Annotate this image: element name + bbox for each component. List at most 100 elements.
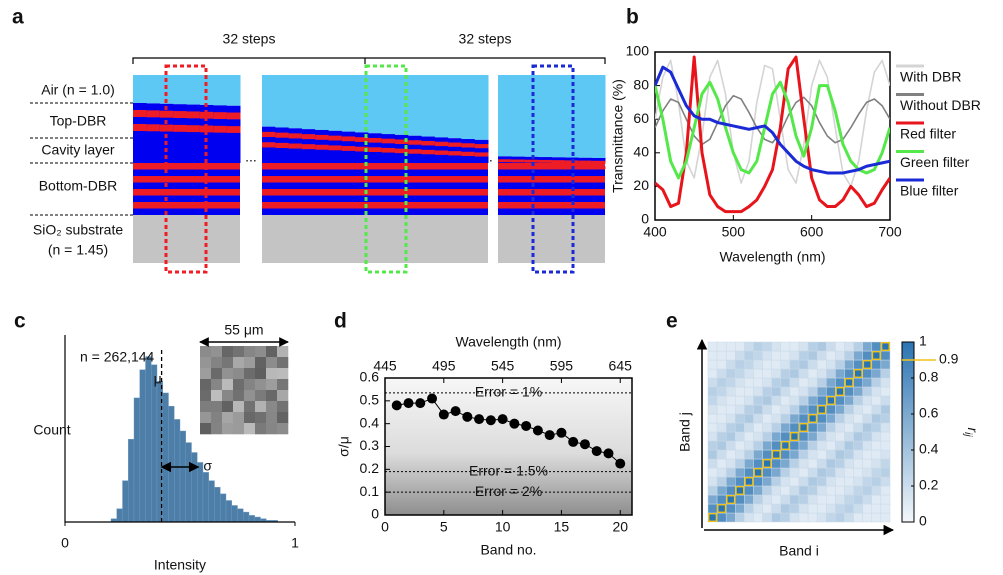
- heatmap-cell: [762, 440, 772, 451]
- heatmap-cell: [771, 485, 782, 496]
- heatmap-cell: [753, 422, 763, 433]
- heatmap-cell: [871, 512, 882, 523]
- inset-pixel: [266, 390, 278, 402]
- histogram-bar: [145, 356, 152, 523]
- dbr-layer: [275, 142, 290, 148]
- heatmap-cell: [798, 440, 809, 451]
- heatmap-cell: [844, 350, 854, 361]
- heatmap-cell: [816, 422, 827, 433]
- heatmap-cell: [725, 404, 736, 415]
- heatmap-cell: [744, 386, 754, 397]
- heatmap-cell: [716, 359, 727, 370]
- heatmap-cell: [798, 413, 809, 424]
- heatmap-cell: [744, 413, 754, 424]
- heatmap-cell: [807, 494, 818, 505]
- dbr-layer: [498, 182, 605, 189]
- histogram-bar: [185, 442, 192, 523]
- y-tick-label: 60: [633, 110, 649, 126]
- heatmap-cell: [735, 413, 745, 424]
- inset-pixel: [255, 357, 267, 369]
- heatmap-cell: [744, 422, 754, 433]
- dbr-layer: [186, 111, 201, 119]
- inset-pixel: [200, 368, 212, 380]
- heatmap-cell: [880, 512, 891, 523]
- heatmap-cell: [826, 386, 836, 397]
- air-layer: [538, 75, 552, 158]
- heatmap-cell: [798, 404, 809, 415]
- dbr-layer: [146, 110, 161, 118]
- heatmap-cell: [835, 512, 845, 523]
- heatmap-cell: [826, 503, 836, 514]
- heatmap-cell: [880, 503, 891, 514]
- y-tick-label: 0.3: [360, 437, 380, 453]
- heatmap-cell: [725, 422, 736, 433]
- heatmap-cell: [707, 494, 718, 505]
- point: [603, 448, 614, 459]
- heatmap-cell: [780, 386, 791, 397]
- heatmap-cell: [707, 458, 718, 469]
- heatmap-cell: [753, 449, 763, 460]
- colorbar-tick-label: 1: [919, 333, 927, 349]
- y-tick-label: 0.6: [360, 369, 380, 385]
- heatmap-cell: [707, 476, 718, 487]
- air-layer: [421, 75, 436, 137]
- heatmap-cell: [871, 449, 882, 460]
- bracket: [132, 57, 606, 64]
- panel-letter: e: [666, 310, 678, 333]
- heatmap-cell: [835, 431, 845, 442]
- heatmap-cell: [880, 350, 891, 361]
- heatmap-cell: [853, 377, 863, 388]
- histogram-bar: [197, 462, 204, 523]
- heatmap-cell: [789, 341, 800, 352]
- heatmap-cell: [844, 458, 854, 469]
- highlight-cell: [780, 441, 790, 451]
- reference-label: Error = 1.5%: [469, 462, 548, 478]
- substrate: [498, 215, 605, 263]
- point: [556, 427, 567, 438]
- heatmap-cell: [862, 395, 873, 406]
- air-layer: [381, 75, 396, 135]
- x-axis-label: Intensity: [154, 557, 206, 573]
- heatmap-cell: [853, 422, 863, 433]
- heatmap-cell: [762, 467, 772, 478]
- heatmap-cell: [707, 395, 718, 406]
- heatmap-cell: [789, 350, 800, 361]
- dbr-layer: [434, 150, 449, 155]
- heatmap-cell: [844, 512, 854, 523]
- heatmap-cell: [780, 467, 791, 478]
- heatmap-cell: [816, 485, 827, 496]
- heatmap-cell: [789, 386, 800, 397]
- heatmap-cell: [725, 503, 736, 514]
- colorbar-tick-label: 0.2: [919, 477, 939, 493]
- panel-letter: a: [12, 6, 24, 29]
- heatmap-cell: [735, 512, 745, 523]
- heatmap-cell: [789, 458, 800, 469]
- heatmap-cell: [807, 422, 818, 433]
- y-tick-label: 0: [371, 506, 379, 522]
- heatmap-cell: [798, 494, 809, 505]
- filter-box: [364, 64, 408, 274]
- heatmap-cell: [807, 395, 818, 406]
- heatmap-cell: [816, 476, 827, 487]
- heatmap-cell: [807, 377, 818, 388]
- heatmap-cell: [826, 350, 836, 361]
- heatmap-cell: [862, 476, 873, 487]
- dbr-layer: [421, 149, 436, 155]
- panel-letter: d: [334, 310, 347, 333]
- dbr-layer: [199, 111, 214, 119]
- heatmap-cell: [844, 485, 854, 496]
- heatmap-cell: [853, 350, 863, 361]
- point: [415, 398, 426, 409]
- dbr-layer: [408, 149, 423, 154]
- substrate: [262, 215, 488, 263]
- dbr-layer: [133, 176, 240, 183]
- x-tick-label: 15: [554, 519, 570, 535]
- layer-guide: [30, 102, 133, 216]
- heatmap-cell: [853, 431, 863, 442]
- heatmap-cell: [880, 485, 891, 496]
- heatmap-cell: [871, 377, 882, 388]
- heatmap-cell: [771, 350, 782, 361]
- heatmap-cell: [780, 485, 791, 496]
- heatmap-cell: [725, 458, 736, 469]
- heatmap-cell: [835, 440, 845, 451]
